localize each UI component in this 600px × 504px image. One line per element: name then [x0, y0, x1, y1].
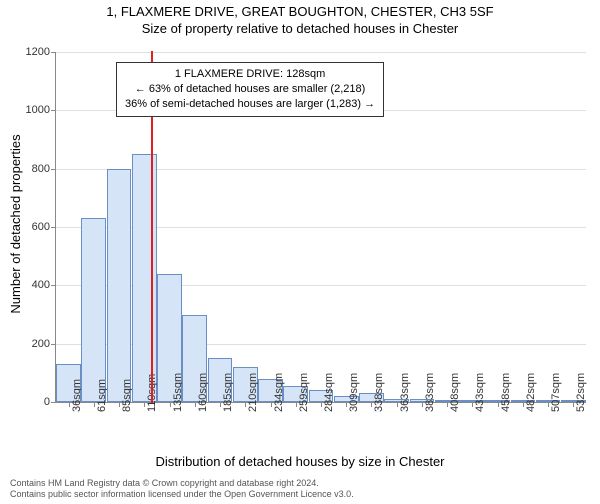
xtick-mark	[170, 402, 171, 407]
plot-area: 02004006008001000120036sqm61sqm85sqm110s…	[55, 52, 586, 403]
xtick-label: 408sqm	[449, 373, 461, 412]
ytick-label: 600	[32, 221, 56, 233]
histogram-bar	[81, 218, 106, 402]
xtick-label: 482sqm	[525, 373, 537, 412]
footer-attribution: Contains HM Land Registry data © Crown c…	[10, 478, 354, 500]
xtick-mark	[94, 402, 95, 407]
xtick-mark	[321, 402, 322, 407]
annotation-line-2: ← 63% of detached houses are smaller (2,…	[125, 82, 375, 97]
page-subtitle: Size of property relative to detached ho…	[0, 21, 600, 36]
xtick-mark	[69, 402, 70, 407]
xtick-label: 433sqm	[474, 373, 486, 412]
footer-line-2: Contains public sector information licen…	[10, 489, 354, 500]
xtick-label: 507sqm	[550, 373, 562, 412]
xtick-mark	[271, 402, 272, 407]
xtick-mark	[195, 402, 196, 407]
y-axis-label: Number of detached properties	[8, 134, 23, 313]
ytick-label: 400	[32, 279, 56, 291]
annotation-line-3: 36% of semi-detached houses are larger (…	[125, 97, 375, 112]
xtick-mark	[498, 402, 499, 407]
chart-container: 1, FLAXMERE DRIVE, GREAT BOUGHTON, CHEST…	[0, 4, 600, 504]
annotation-box: 1 FLAXMERE DRIVE: 128sqm ← 63% of detach…	[116, 62, 384, 117]
ytick-label: 0	[44, 396, 56, 408]
xtick-label: 383sqm	[424, 373, 436, 412]
ytick-label: 800	[32, 163, 56, 175]
xtick-label: 338sqm	[373, 373, 385, 412]
annotation-line-1: 1 FLAXMERE DRIVE: 128sqm	[125, 67, 375, 82]
xtick-label: 284sqm	[323, 373, 335, 412]
xtick-label: 458sqm	[500, 373, 512, 412]
histogram-bar	[107, 169, 132, 402]
ytick-label: 1200	[26, 46, 56, 58]
footer-line-1: Contains HM Land Registry data © Crown c…	[10, 478, 354, 489]
xtick-mark	[119, 402, 120, 407]
xtick-label: 363sqm	[399, 373, 411, 412]
xtick-mark	[220, 402, 221, 407]
ytick-label: 200	[32, 338, 56, 350]
gridline	[56, 52, 586, 53]
page-title: 1, FLAXMERE DRIVE, GREAT BOUGHTON, CHEST…	[0, 4, 600, 19]
x-axis-label: Distribution of detached houses by size …	[0, 454, 600, 469]
xtick-mark	[296, 402, 297, 407]
xtick-mark	[548, 402, 549, 407]
histogram-bar	[132, 154, 157, 402]
xtick-mark	[397, 402, 398, 407]
xtick-mark	[422, 402, 423, 407]
ytick-label: 1000	[26, 104, 56, 116]
xtick-mark	[523, 402, 524, 407]
xtick-label: 532sqm	[575, 373, 587, 412]
